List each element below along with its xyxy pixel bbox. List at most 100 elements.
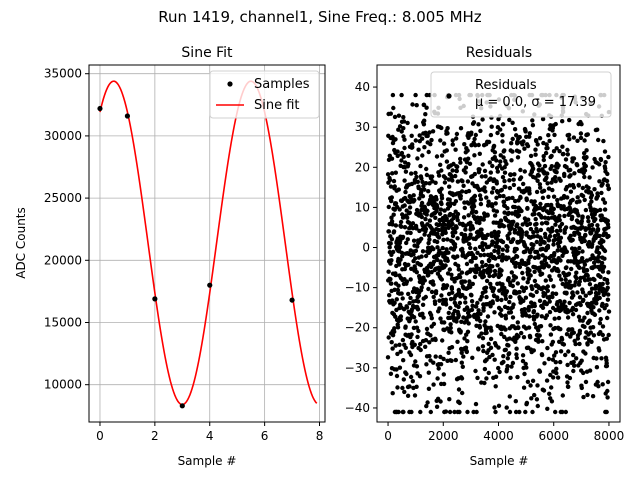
residual-point (507, 336, 512, 341)
residual-point (414, 103, 419, 108)
residual-point (575, 290, 580, 295)
residual-point (559, 337, 565, 342)
residual-point (452, 409, 457, 415)
residual-point (413, 138, 418, 143)
residual-point (473, 401, 479, 407)
residual-point (487, 160, 492, 165)
residual-point (445, 237, 450, 242)
residual-point (544, 301, 549, 307)
residual-point (560, 281, 565, 287)
residual-point (404, 279, 410, 284)
residual-point (596, 259, 601, 264)
residual-point (467, 241, 472, 247)
residual-point (444, 148, 449, 153)
residual-point (513, 198, 518, 204)
residual-point (523, 295, 529, 300)
sine-fit-ytick-label: 25000 (44, 191, 82, 205)
residual-point (585, 310, 590, 316)
residual-point (414, 270, 419, 275)
residual-point (496, 230, 501, 235)
residual-point (438, 207, 444, 212)
residual-point (553, 121, 558, 127)
residual-point (577, 265, 582, 270)
residual-point (506, 255, 511, 260)
residuals-axes: Residuals Sample # 0 2000 4000 6000 8000 −40 −… (345, 45, 625, 468)
sine-fit-legend: Samples Sine fit (209, 70, 320, 119)
residual-point (475, 375, 480, 381)
sine-fit-title: Sine Fit (181, 45, 233, 61)
residual-point (435, 239, 440, 245)
residual-point (385, 172, 391, 177)
residual-point (572, 171, 577, 176)
residual-point (550, 357, 556, 362)
residual-point (420, 249, 426, 254)
residual-point (596, 291, 601, 296)
residual-point (510, 360, 516, 366)
residual-point (552, 132, 557, 138)
sample-point (152, 296, 158, 302)
residual-point (471, 204, 477, 209)
residual-point (568, 173, 573, 178)
residual-point (498, 272, 503, 278)
residual-point (495, 233, 501, 238)
residual-point (583, 351, 588, 356)
residual-point (578, 131, 584, 136)
residual-point (509, 225, 514, 231)
sine-fit-xtick-label: 2 (151, 429, 159, 443)
residual-point (506, 276, 511, 281)
residual-point (499, 187, 504, 193)
residual-point (564, 265, 569, 270)
residual-point (550, 228, 555, 234)
residual-point (455, 236, 460, 241)
residual-point (534, 138, 539, 144)
residual-point (583, 163, 588, 169)
residual-point (466, 213, 471, 218)
residual-point (539, 314, 544, 319)
residual-point (448, 305, 453, 311)
residual-point (482, 380, 487, 386)
residual-point (507, 351, 512, 356)
residual-point (423, 226, 429, 232)
residual-point (479, 331, 484, 336)
residual-point (519, 208, 524, 214)
sine-fit-xtick-label: 8 (316, 429, 324, 443)
residual-point (453, 173, 458, 179)
residual-point (503, 184, 508, 190)
residual-point (405, 393, 411, 398)
residual-point (496, 245, 502, 250)
residual-point (507, 117, 512, 123)
residual-point (521, 335, 527, 340)
residuals-title: Residuals (466, 45, 532, 61)
residual-point (392, 326, 397, 331)
residual-point (534, 221, 539, 227)
residual-point (387, 293, 392, 298)
residual-point (386, 204, 391, 210)
residual-point (473, 143, 478, 148)
residual-point (469, 130, 474, 135)
residual-point (560, 144, 565, 149)
residual-point (544, 142, 549, 147)
residual-point (564, 249, 569, 254)
residual-point (468, 232, 473, 237)
residual-point (419, 176, 424, 181)
residual-point (519, 330, 524, 336)
residual-point (477, 151, 482, 156)
residual-point (527, 268, 532, 273)
residual-point (395, 325, 401, 330)
residual-point (390, 333, 396, 338)
residual-point (601, 264, 607, 269)
residual-point (555, 248, 560, 253)
residual-point (520, 358, 526, 364)
residual-point (450, 178, 455, 183)
residual-point (560, 119, 565, 124)
residual-point (427, 353, 432, 359)
residual-point (600, 269, 606, 274)
residuals-ytick-label: 30 (355, 120, 370, 134)
residual-point (484, 195, 489, 200)
residual-point (497, 163, 502, 168)
residual-point (535, 142, 540, 147)
residual-point (475, 300, 480, 306)
residual-point (409, 332, 414, 337)
residual-point (460, 252, 466, 257)
residual-point (415, 156, 420, 161)
